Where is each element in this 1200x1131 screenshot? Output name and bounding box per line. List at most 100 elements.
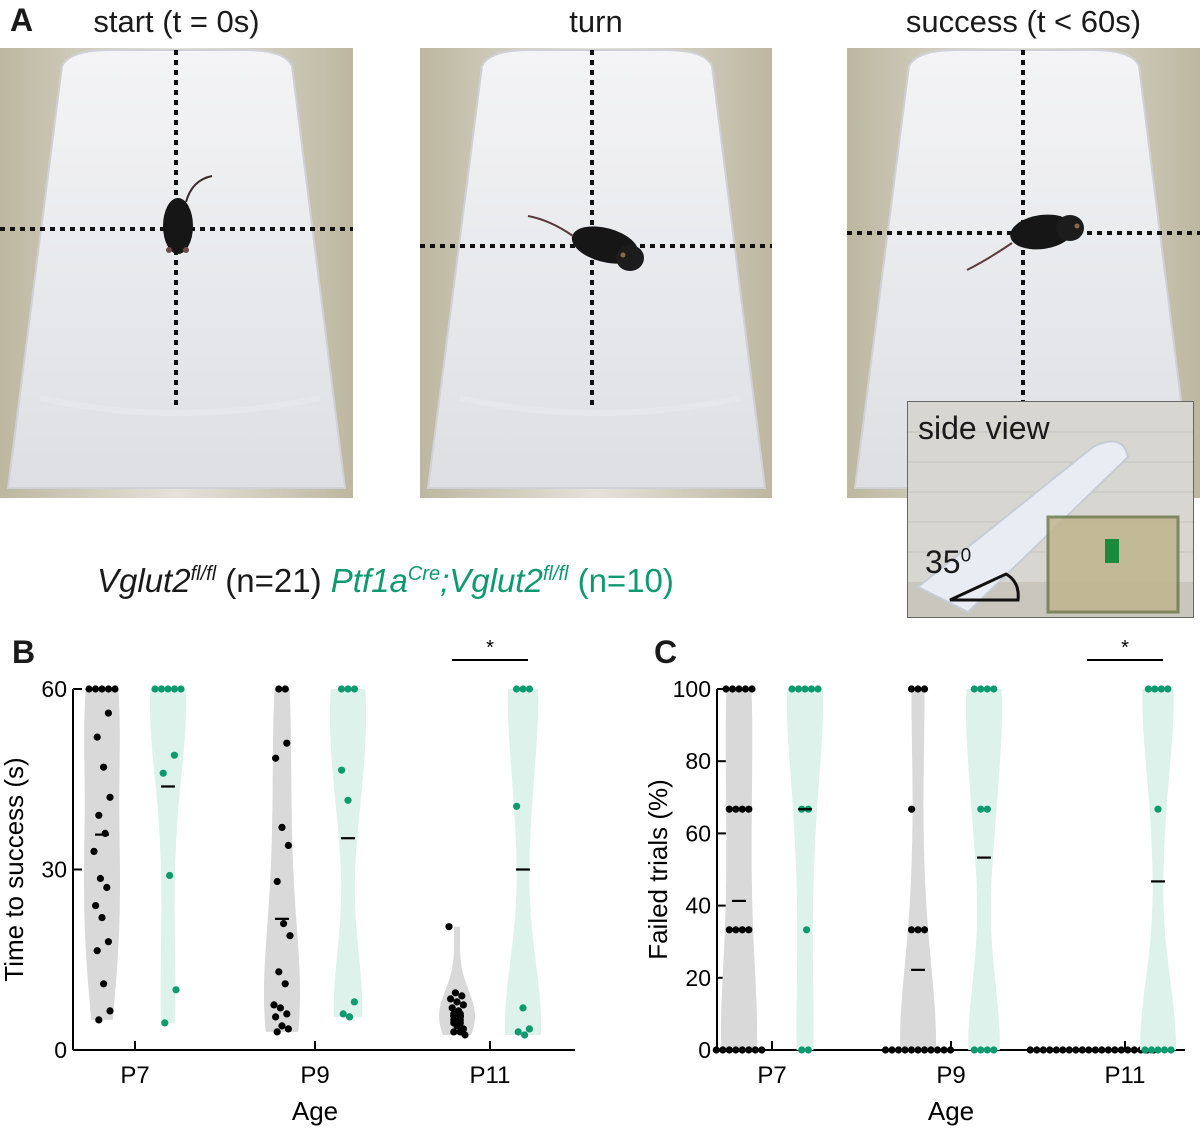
y-tick-label: 0	[698, 1037, 711, 1063]
data-point-control-P11	[1124, 1046, 1132, 1054]
y-tick-label: 80	[685, 748, 711, 774]
data-point-mutant-P7	[804, 1046, 812, 1054]
data-point-control-P7	[100, 763, 108, 771]
y-tick-label: 60	[41, 676, 67, 702]
data-point-mutant-P11	[1154, 805, 1162, 813]
violin-mutant-P9	[330, 689, 366, 1017]
data-point-mutant-P11	[512, 685, 521, 693]
data-point-control-P7	[745, 805, 753, 813]
data-point-control-P7	[100, 980, 108, 988]
data-point-mutant-P9	[350, 685, 359, 693]
data-point-mutant-P7	[814, 685, 822, 693]
data-point-mutant-P11	[1160, 1046, 1169, 1054]
legend-mutant-n: (n=10)	[568, 562, 674, 599]
data-point-control-P9	[914, 1046, 922, 1054]
legend-control-n: (n=21)	[216, 562, 322, 599]
violin-control-P9	[900, 689, 936, 1050]
data-point-control-P7	[712, 1046, 720, 1054]
legend-control-sup: fl/fl	[190, 563, 217, 585]
inset-angle-unit: 0	[960, 545, 972, 567]
legend-mutant-name2: ;Vglut2	[440, 562, 543, 599]
data-point-mutant-P9	[338, 766, 346, 774]
significance-label: *	[486, 637, 494, 659]
data-point-mutant-P7	[801, 685, 809, 693]
data-point-control-P7	[725, 1046, 733, 1054]
legend-control: Vglut2fl/fl (n=21)	[97, 562, 322, 599]
data-point-mutant-P11	[1144, 685, 1152, 693]
photo-title-turn: turn	[569, 4, 623, 39]
data-point-control-P11	[445, 923, 453, 931]
data-point-control-P11	[1052, 1046, 1060, 1054]
data-point-mutant-P9	[983, 685, 991, 693]
data-point-control-P7	[98, 685, 106, 693]
data-point-control-P7	[98, 914, 106, 922]
data-point-mutant-P11	[1167, 1046, 1175, 1054]
data-point-control-P11	[1059, 1046, 1067, 1054]
data-point-control-P9	[940, 1046, 948, 1054]
data-point-mutant-P7	[794, 685, 803, 693]
data-point-mutant-P9	[977, 805, 985, 813]
data-point-control-P11	[1072, 1046, 1080, 1054]
y-tick-label: 30	[41, 857, 67, 883]
x-tick-label: P7	[120, 1062, 149, 1089]
data-point-control-P7	[111, 685, 119, 693]
data-point-mutant-P7	[788, 685, 796, 693]
data-point-mutant-P9	[339, 1010, 347, 1018]
data-point-mutant-P9	[344, 796, 352, 804]
photo-turn	[420, 48, 772, 498]
legend-mutant: Ptf1aCre;Vglut2fl/fl (n=10)	[331, 562, 674, 599]
violin-control-P7	[84, 689, 120, 1020]
data-point-control-P7	[106, 1007, 114, 1015]
data-point-control-P7	[745, 1046, 753, 1054]
data-point-control-P9	[920, 926, 929, 934]
data-point-mutant-P7	[159, 769, 167, 777]
y-tick-label: 20	[685, 965, 711, 991]
data-point-mutant-P9	[346, 1013, 354, 1021]
data-point-control-P7	[732, 1046, 740, 1054]
x-tick-label: P9	[936, 1062, 965, 1089]
data-point-control-P11	[1117, 1046, 1125, 1054]
legend-control-name: Vglut2	[97, 562, 191, 599]
violin-mutant-P11	[505, 689, 541, 1035]
violin-mutant-P7	[787, 689, 823, 1050]
y-axis-label: Time to success (s)	[0, 757, 29, 981]
data-point-control-P9	[907, 926, 916, 934]
data-point-control-P7	[745, 926, 753, 934]
data-point-control-P9	[284, 841, 292, 849]
mouse-icon	[527, 215, 644, 271]
data-point-control-P7	[728, 685, 737, 693]
data-point-control-P9	[275, 968, 283, 976]
data-point-control-P7	[748, 685, 756, 693]
data-point-mutant-P9	[977, 685, 985, 693]
data-point-control-P9	[914, 685, 922, 693]
data-point-control-P11	[1039, 1046, 1047, 1054]
data-point-mutant-P9	[983, 1046, 991, 1054]
data-point-control-P7	[103, 883, 111, 892]
data-point-mutant-P7	[157, 685, 166, 693]
data-point-control-P7	[732, 926, 740, 934]
data-point-control-P7	[85, 685, 93, 693]
data-point-control-P9	[272, 754, 280, 762]
photo-start	[0, 48, 353, 498]
data-point-mutant-P9	[350, 998, 358, 1006]
data-point-control-P11	[1130, 1046, 1138, 1054]
data-point-mutant-P9	[337, 685, 346, 693]
x-tick-label: P11	[470, 1062, 511, 1089]
data-point-control-P9	[920, 1046, 929, 1054]
data-point-control-P11	[459, 1001, 467, 1009]
data-point-control-P7	[95, 1016, 103, 1024]
data-point-mutant-P7	[803, 926, 811, 934]
data-point-control-P7	[91, 685, 100, 693]
x-axis-label: Age	[928, 1096, 974, 1126]
data-point-mutant-P7	[170, 685, 179, 693]
data-point-control-P9	[272, 1013, 280, 1021]
data-point-control-P7	[90, 847, 98, 855]
data-point-control-P9	[881, 1046, 890, 1054]
data-point-control-P11	[1033, 1046, 1041, 1054]
data-point-control-P11	[1026, 1046, 1034, 1054]
data-point-control-P7	[738, 1046, 746, 1054]
legend-mutant-sup2: fl/fl	[542, 563, 569, 585]
data-point-control-P11	[451, 989, 459, 997]
y-tick-label: 100	[673, 676, 711, 702]
data-point-mutant-P9	[970, 685, 978, 693]
